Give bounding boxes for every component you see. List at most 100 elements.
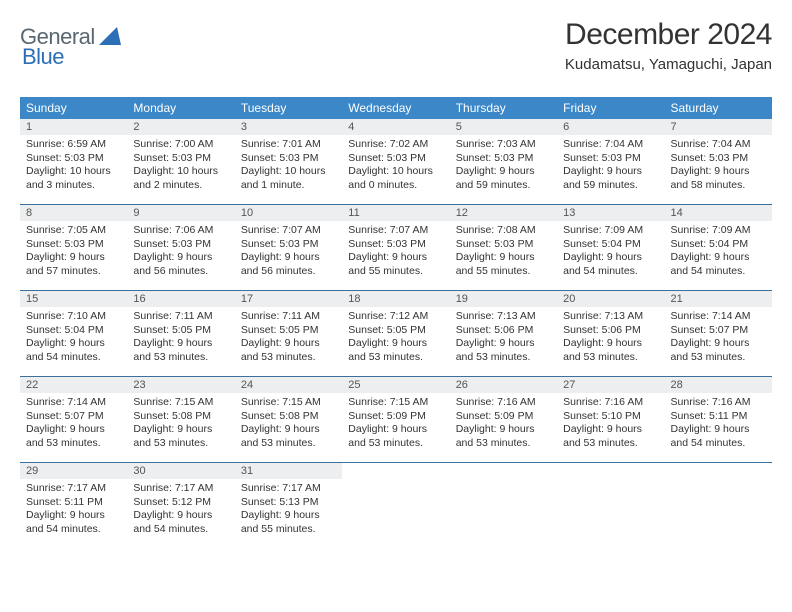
daylight-line: Daylight: 9 hours and 54 minutes. [671,251,766,278]
sunrise-line: Sunrise: 7:13 AM [563,310,658,324]
day-number: 27 [557,377,664,393]
sunrise-line: Sunrise: 7:17 AM [133,482,228,496]
weekday-header-row: Sunday Monday Tuesday Wednesday Thursday… [20,97,772,119]
day-details: Sunrise: 7:11 AMSunset: 5:05 PMDaylight:… [235,307,342,369]
daylight-line: Daylight: 10 hours and 0 minutes. [348,165,443,192]
sunset-line: Sunset: 5:04 PM [26,324,121,338]
sunrise-line: Sunrise: 7:12 AM [348,310,443,324]
day-details: Sunrise: 7:10 AMSunset: 5:04 PMDaylight:… [20,307,127,369]
daylight-line: Daylight: 9 hours and 53 minutes. [133,423,228,450]
day-details: Sunrise: 7:15 AMSunset: 5:08 PMDaylight:… [127,393,234,455]
daylight-line: Daylight: 9 hours and 53 minutes. [348,423,443,450]
logo-triangle-icon [99,27,121,45]
sunset-line: Sunset: 5:09 PM [348,410,443,424]
sunrise-line: Sunrise: 7:11 AM [241,310,336,324]
day-number: 16 [127,291,234,307]
daylight-line: Daylight: 9 hours and 54 minutes. [26,509,121,536]
sunset-line: Sunset: 5:08 PM [133,410,228,424]
calendar-cell: 13Sunrise: 7:09 AMSunset: 5:04 PMDayligh… [557,205,664,291]
sunrise-line: Sunrise: 7:16 AM [563,396,658,410]
weekday-header: Wednesday [342,97,449,119]
sunrise-line: Sunrise: 7:14 AM [671,310,766,324]
calendar-cell: 8Sunrise: 7:05 AMSunset: 5:03 PMDaylight… [20,205,127,291]
day-details: Sunrise: 7:03 AMSunset: 5:03 PMDaylight:… [450,135,557,197]
sunrise-line: Sunrise: 7:06 AM [133,224,228,238]
sunrise-line: Sunrise: 7:16 AM [456,396,551,410]
day-details: Sunrise: 7:00 AMSunset: 5:03 PMDaylight:… [127,135,234,197]
sunset-line: Sunset: 5:08 PM [241,410,336,424]
weekday-header: Saturday [665,97,772,119]
sunrise-line: Sunrise: 7:01 AM [241,138,336,152]
sunset-line: Sunset: 5:03 PM [241,238,336,252]
sunset-line: Sunset: 5:04 PM [563,238,658,252]
day-number: 3 [235,119,342,135]
sunrise-line: Sunrise: 7:10 AM [26,310,121,324]
weekday-header: Sunday [20,97,127,119]
day-number: 23 [127,377,234,393]
sunset-line: Sunset: 5:03 PM [456,152,551,166]
day-details: Sunrise: 7:04 AMSunset: 5:03 PMDaylight:… [557,135,664,197]
day-number: 6 [557,119,664,135]
day-number: 30 [127,463,234,479]
sunset-line: Sunset: 5:11 PM [671,410,766,424]
calendar-page: General December 2024 Kudamatsu, Yamaguc… [0,0,792,549]
sunrise-line: Sunrise: 7:09 AM [671,224,766,238]
calendar-cell: 6Sunrise: 7:04 AMSunset: 5:03 PMDaylight… [557,119,664,205]
sunset-line: Sunset: 5:05 PM [348,324,443,338]
calendar-cell: 28Sunrise: 7:16 AMSunset: 5:11 PMDayligh… [665,377,772,463]
calendar-cell [665,463,772,549]
daylight-line: Daylight: 9 hours and 53 minutes. [671,337,766,364]
sunrise-line: Sunrise: 7:09 AM [563,224,658,238]
sunrise-line: Sunrise: 7:04 AM [671,138,766,152]
day-details: Sunrise: 7:14 AMSunset: 5:07 PMDaylight:… [665,307,772,369]
sunrise-line: Sunrise: 7:16 AM [671,396,766,410]
calendar-cell: 31Sunrise: 7:17 AMSunset: 5:13 PMDayligh… [235,463,342,549]
daylight-line: Daylight: 9 hours and 57 minutes. [26,251,121,278]
calendar-cell: 20Sunrise: 7:13 AMSunset: 5:06 PMDayligh… [557,291,664,377]
calendar-cell: 24Sunrise: 7:15 AMSunset: 5:08 PMDayligh… [235,377,342,463]
day-details: Sunrise: 7:08 AMSunset: 5:03 PMDaylight:… [450,221,557,283]
calendar-cell: 22Sunrise: 7:14 AMSunset: 5:07 PMDayligh… [20,377,127,463]
day-number: 8 [20,205,127,221]
daylight-line: Daylight: 9 hours and 54 minutes. [26,337,121,364]
calendar-cell: 23Sunrise: 7:15 AMSunset: 5:08 PMDayligh… [127,377,234,463]
title-block: December 2024 Kudamatsu, Yamaguchi, Japa… [565,18,772,73]
day-details: Sunrise: 7:07 AMSunset: 5:03 PMDaylight:… [235,221,342,283]
calendar-cell: 29Sunrise: 7:17 AMSunset: 5:11 PMDayligh… [20,463,127,549]
sunset-line: Sunset: 5:13 PM [241,496,336,510]
sunrise-line: Sunrise: 7:15 AM [133,396,228,410]
calendar-row: 8Sunrise: 7:05 AMSunset: 5:03 PMDaylight… [20,205,772,291]
day-number: 19 [450,291,557,307]
day-details: Sunrise: 7:15 AMSunset: 5:09 PMDaylight:… [342,393,449,455]
calendar-cell: 27Sunrise: 7:16 AMSunset: 5:10 PMDayligh… [557,377,664,463]
sunrise-line: Sunrise: 7:13 AM [456,310,551,324]
calendar-cell: 21Sunrise: 7:14 AMSunset: 5:07 PMDayligh… [665,291,772,377]
sunrise-line: Sunrise: 6:59 AM [26,138,121,152]
weekday-header: Tuesday [235,97,342,119]
sunset-line: Sunset: 5:03 PM [348,152,443,166]
sunset-line: Sunset: 5:03 PM [133,152,228,166]
day-number: 29 [20,463,127,479]
sunset-line: Sunset: 5:03 PM [26,152,121,166]
sunrise-line: Sunrise: 7:11 AM [133,310,228,324]
day-details: Sunrise: 7:11 AMSunset: 5:05 PMDaylight:… [127,307,234,369]
calendar-cell: 4Sunrise: 7:02 AMSunset: 5:03 PMDaylight… [342,119,449,205]
sunrise-line: Sunrise: 7:07 AM [241,224,336,238]
calendar-table: Sunday Monday Tuesday Wednesday Thursday… [20,97,772,549]
calendar-row: 22Sunrise: 7:14 AMSunset: 5:07 PMDayligh… [20,377,772,463]
daylight-line: Daylight: 9 hours and 53 minutes. [241,337,336,364]
day-number: 20 [557,291,664,307]
calendar-cell: 19Sunrise: 7:13 AMSunset: 5:06 PMDayligh… [450,291,557,377]
day-number: 26 [450,377,557,393]
sunset-line: Sunset: 5:03 PM [241,152,336,166]
day-number: 12 [450,205,557,221]
sunset-line: Sunset: 5:12 PM [133,496,228,510]
daylight-line: Daylight: 10 hours and 1 minute. [241,165,336,192]
day-details: Sunrise: 6:59 AMSunset: 5:03 PMDaylight:… [20,135,127,197]
calendar-cell: 18Sunrise: 7:12 AMSunset: 5:05 PMDayligh… [342,291,449,377]
sunrise-line: Sunrise: 7:03 AM [456,138,551,152]
day-number: 11 [342,205,449,221]
day-number: 4 [342,119,449,135]
sunset-line: Sunset: 5:11 PM [26,496,121,510]
day-number: 25 [342,377,449,393]
